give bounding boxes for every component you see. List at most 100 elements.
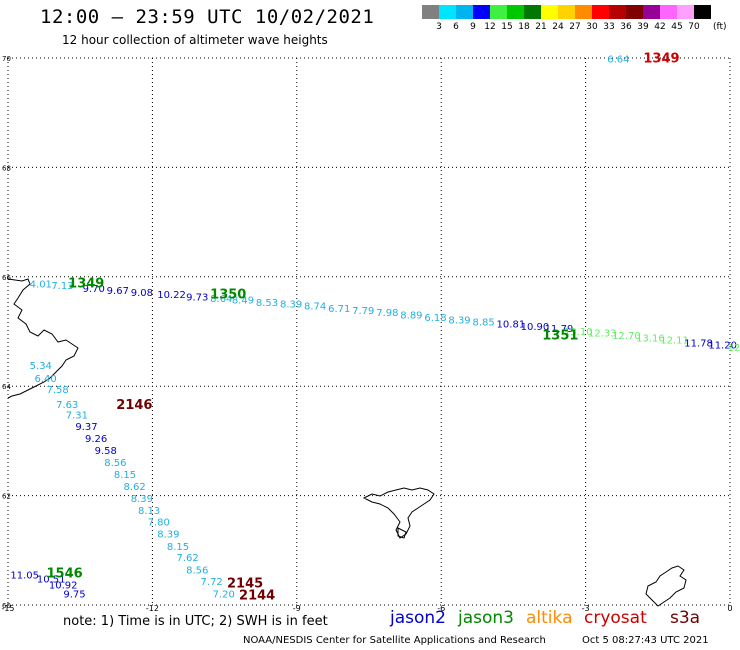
legend-tick-label: 24 xyxy=(552,22,564,32)
swh-value-label: 8.15 xyxy=(114,470,136,481)
swh-value-label: 7.62 xyxy=(176,553,198,564)
coastlines xyxy=(7,278,687,607)
legend-swatch xyxy=(541,5,558,19)
pass-time-label: 2144 xyxy=(239,589,275,604)
legend-tick-label: 12 xyxy=(484,22,496,32)
pass-time-label: 1351 xyxy=(542,329,578,344)
swh-value-label: 10.81 xyxy=(497,320,526,331)
swh-value-label: 8.56 xyxy=(104,458,126,469)
swh-value-label: 8.62 xyxy=(124,482,146,493)
legend-tick-label: 33 xyxy=(603,22,615,32)
swh-value-label: 7.98 xyxy=(376,308,398,319)
latitude-tick-label: 64 xyxy=(2,383,11,391)
swh-value-label: 6.18 xyxy=(424,313,446,324)
swh-value-label: 9.70 xyxy=(83,284,105,295)
swh-value-label: 11.05 xyxy=(10,571,39,582)
swh-value-label: 12.11 xyxy=(660,336,689,347)
swh-value-label: 12.70 xyxy=(612,331,641,342)
swh-value-label: 11.20 xyxy=(708,340,737,351)
swh-value-label: 8.74 xyxy=(304,302,326,313)
longitude-tick-label: 0 xyxy=(727,604,732,613)
shetland-islands-coastline xyxy=(645,565,687,607)
swh-value-label: 10.90 xyxy=(521,322,550,333)
swh-value-label: 7.20 xyxy=(213,589,235,600)
map-subtitle: 12 hour collection of altimeter wave hei… xyxy=(62,33,328,47)
swh-value-label: 11.79 xyxy=(545,324,574,335)
swh-value-label: 8.15 xyxy=(167,542,189,553)
legend-swatch xyxy=(609,5,626,19)
map-grid xyxy=(7,57,731,606)
map-title: 12:00 – 23:59 UTC 10/02/2021 xyxy=(40,6,375,28)
legend-swatch xyxy=(507,5,524,19)
note-text: note: 1) Time is in UTC; 2) SWH is in fe… xyxy=(63,614,328,629)
legend-swatch xyxy=(677,5,694,19)
pass-time-label: 2146 xyxy=(116,398,152,413)
swh-value-label: 9.37 xyxy=(75,422,97,433)
satellite-altika: altika xyxy=(526,608,573,628)
swh-value-label: 7.31 xyxy=(66,410,88,421)
satellite-cryosat: cryosat xyxy=(584,608,647,628)
legend-swatch xyxy=(439,5,456,19)
faroe-islet-coastline xyxy=(397,527,407,539)
swh-value-label: 7.79 xyxy=(352,306,374,317)
swh-value-label: 9.73 xyxy=(186,292,208,303)
legend-tick-label: 15 xyxy=(501,22,513,32)
legend-swatch xyxy=(490,5,507,19)
pass-time-label: 1350 xyxy=(210,288,246,303)
swh-value-label: 8.85 xyxy=(472,317,494,328)
legend-swatch xyxy=(592,5,609,19)
legend-swatch xyxy=(422,5,439,19)
swh-value-label: 6.71 xyxy=(328,304,350,315)
swh-value-label: 7.58 xyxy=(47,385,69,396)
iceland-coastline xyxy=(7,278,79,399)
swh-value-label: 7.13 xyxy=(51,281,73,292)
latitude-tick-label: 62 xyxy=(2,493,11,501)
longitude-tick-label: -3 xyxy=(582,604,590,613)
longitude-tick-label: -9 xyxy=(293,604,301,613)
latitude-tick-label: 66 xyxy=(2,274,11,282)
pass-time-label: 1349 xyxy=(643,51,679,66)
legend-tick-label: 3 xyxy=(436,22,442,32)
legend-tick-label: 36 xyxy=(620,22,632,32)
swh-value-label: 9.67 xyxy=(107,286,129,297)
legend-swatch xyxy=(660,5,677,19)
swh-value-label: 12.56 xyxy=(728,343,740,354)
swh-value-label: 8.64 xyxy=(210,294,232,305)
legend-swatch xyxy=(456,5,473,19)
track-labels: 6.64 4.01 7.13 9.70 9.67 9.08 10.22 9.73 8.64 8.4… xyxy=(10,51,740,603)
swh-value-label: 10.92 xyxy=(49,581,78,592)
swh-value-label: 10.22 xyxy=(157,290,186,301)
swh-value-label: 7.80 xyxy=(148,518,170,529)
swh-value-label: 9.58 xyxy=(95,446,117,457)
legend-swatch xyxy=(558,5,575,19)
swh-value-label: 4.01 xyxy=(30,280,52,291)
legend-tick-label: 70 xyxy=(688,22,700,32)
legend-swatch xyxy=(694,5,711,19)
legend-tick-label: 45 xyxy=(671,22,683,32)
longitude-tick-label: -15 xyxy=(1,604,14,613)
legend-tick-label: 6 xyxy=(453,22,459,32)
credit-text: NOAA/NESDIS Center for Satellite Applica… xyxy=(243,635,546,646)
satellite-s3a: s3a xyxy=(670,608,701,628)
latitude-tick-label: 60 xyxy=(2,602,11,610)
swh-value-label: 13.16 xyxy=(636,333,665,344)
swh-value-label: 8.56 xyxy=(186,565,208,576)
swh-value-label: 13.10 xyxy=(564,327,593,338)
legend-tick-label: 9 xyxy=(470,22,476,32)
legend-tick-label: 21 xyxy=(535,22,547,32)
swh-value-label: 8.53 xyxy=(256,298,278,309)
swh-value-label: 8.13 xyxy=(138,506,160,517)
legend-tick-label: 39 xyxy=(637,22,649,32)
swh-value-label: 6.40 xyxy=(34,374,56,385)
pass-time-label: 1546 xyxy=(47,567,83,582)
swh-value-label: 9.26 xyxy=(85,434,107,445)
swh-value-label: 8.39 xyxy=(157,530,179,541)
swh-value-label: 8.89 xyxy=(400,310,422,321)
legend-swatch xyxy=(643,5,660,19)
swh-value-label: 9.08 xyxy=(131,288,153,299)
legend-tick-label: 42 xyxy=(654,22,666,32)
axis-labels: -15 -12 -9 -6 -3 0 60 62 64 66 68 70 xyxy=(1,55,732,613)
legend-swatch xyxy=(473,5,490,19)
legend-swatch xyxy=(575,5,592,19)
